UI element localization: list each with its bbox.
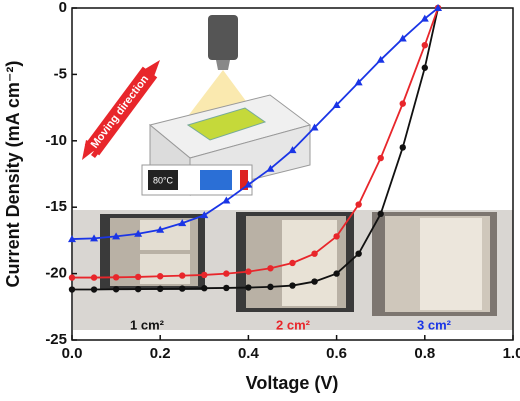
data-point [201,285,208,292]
data-point [90,274,98,281]
x-tick-label: 1.0 [503,345,520,362]
data-point [289,259,296,267]
data-point [267,265,274,272]
data-point [179,272,186,279]
data-point [245,268,252,275]
data-point [377,154,384,162]
legend-label: 2 cm² [276,317,311,332]
data-point [134,273,142,281]
data-point [420,14,429,22]
data-point [201,271,208,279]
data-point [421,64,428,71]
data-point [222,196,231,204]
data-point [156,225,165,233]
data-point [200,211,209,219]
y-tick-label: -25 [45,331,67,348]
data-point [134,229,143,237]
data-point [354,78,363,86]
y-tick-label: 0 [59,0,67,16]
data-point [112,232,121,240]
y-axis-title: Current Density (mA cm⁻²) [3,61,23,288]
data-point [244,180,253,188]
instrument-inset: Moving direction 80°C [82,15,312,196]
legend-label: 1 cm² [130,317,165,332]
data-point [68,286,76,293]
data-point [311,278,318,285]
data-point [421,41,428,49]
data-point [223,284,230,292]
data-point [332,100,341,108]
x-tick-label: 0.6 [326,345,347,362]
y-tick-label: -10 [45,132,67,149]
series-line [72,7,439,279]
data-point [90,286,98,293]
data-point [398,34,407,42]
annotation: 80°C [153,175,174,185]
data-point [288,146,297,154]
data-point [245,284,252,291]
data-point [355,250,362,257]
data-point [112,286,120,293]
x-axis-title: Voltage (V) [246,373,339,393]
data-point [355,201,362,208]
series-line [71,7,439,240]
data-point [267,283,274,291]
data-point [266,164,275,172]
data-point [68,235,76,243]
data-point [333,233,340,240]
x-tick-label: 0.8 [414,345,435,362]
data-point [134,285,142,293]
data-point [289,282,296,289]
data-point [376,55,385,63]
data-point [179,285,186,292]
data-point [399,144,406,151]
data-point [178,219,187,227]
x-tick-label: 0.4 [238,345,260,362]
data-point [434,4,443,11]
data-point [333,270,340,277]
y-tick-label: -5 [54,65,67,82]
data-point [112,274,120,281]
x-tick-label: 0.2 [150,345,171,362]
plot-frame [71,7,514,341]
y-tick-label: -15 [45,198,67,215]
legend-label: 3 cm² [417,317,452,332]
y-tick-label: -20 [45,265,67,282]
data-point [157,273,164,280]
series-line [72,7,439,291]
annotation: Moving direction [89,73,152,151]
data-point [90,234,99,242]
data-point [399,100,406,107]
data-point [310,123,319,131]
data-point [223,270,230,277]
data-point [311,250,318,257]
device-photo [73,210,513,330]
data-point [68,274,76,281]
x-tick-label: 0.0 [62,345,83,362]
data-point [377,210,384,218]
data-point [157,285,164,293]
